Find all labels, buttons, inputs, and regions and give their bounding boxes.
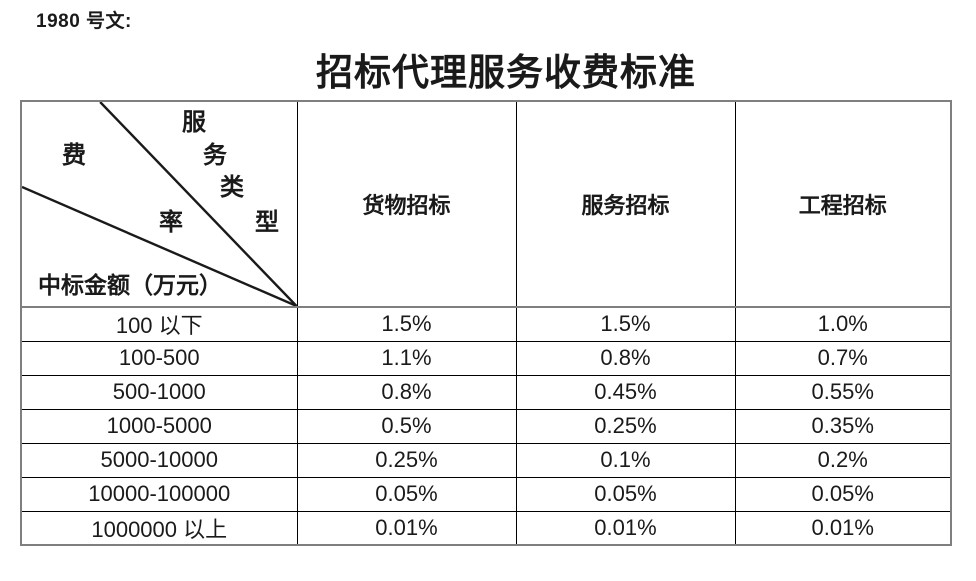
service-type-char: 服 bbox=[182, 110, 206, 136]
col-header-engineering: 工程招标 bbox=[734, 100, 952, 308]
page-title: 招标代理服务收费标准 bbox=[316, 53, 696, 94]
fee-cell: 0.55% bbox=[734, 374, 952, 410]
row-label-cell: 5000-10000 bbox=[20, 442, 298, 478]
fee-cell: 0.05% bbox=[296, 476, 517, 512]
table-row: 1000000 以上 0.01% 0.01% 0.01% bbox=[20, 510, 952, 546]
row-label-cell: 10000-100000 bbox=[20, 476, 298, 512]
fee-cell: 0.01% bbox=[734, 510, 952, 546]
diagonal-header-cell: 服 务 类 型 费 率 中标金额（万元） bbox=[20, 100, 298, 308]
fee-cell: 1.5% bbox=[296, 306, 517, 342]
service-type-char: 类 bbox=[220, 175, 244, 201]
col-header-service: 服务招标 bbox=[515, 100, 736, 308]
fee-cell: 1.0% bbox=[734, 306, 952, 342]
fee-cell: 0.8% bbox=[515, 340, 736, 376]
fee-cell: 0.35% bbox=[734, 408, 952, 444]
row-label-cell: 500-1000 bbox=[20, 374, 298, 410]
fee-table: 服 务 类 型 费 率 中标金额（万元） 货物招标 服务招标 工程招标 100 … bbox=[20, 100, 952, 546]
fee-cell: 0.45% bbox=[515, 374, 736, 410]
amount-axis-label: 中标金额（万元） bbox=[38, 273, 222, 298]
table-header-row: 服 务 类 型 费 率 中标金额（万元） 货物招标 服务招标 工程招标 bbox=[20, 100, 952, 308]
fee-cell: 1.1% bbox=[296, 340, 517, 376]
rate-char: 率 bbox=[159, 210, 183, 236]
rate-char: 费 bbox=[62, 143, 86, 169]
service-type-char: 务 bbox=[203, 143, 227, 169]
fee-cell: 0.1% bbox=[515, 442, 736, 478]
fee-cell: 0.7% bbox=[734, 340, 952, 376]
row-label-cell: 100 以下 bbox=[20, 306, 298, 342]
fee-cell: 0.8% bbox=[296, 374, 517, 410]
row-label-cell: 1000-5000 bbox=[20, 408, 298, 444]
fee-cell: 0.05% bbox=[515, 476, 736, 512]
row-label-cell: 100-500 bbox=[20, 340, 298, 376]
fee-cell: 1.5% bbox=[515, 306, 736, 342]
table-row: 100-500 1.1% 0.8% 0.7% bbox=[20, 340, 952, 376]
doc-ref: 1980 号文: bbox=[36, 11, 132, 32]
row-label-cell: 1000000 以上 bbox=[20, 510, 298, 546]
diagonal-line-lower bbox=[22, 185, 297, 306]
fee-cell: 0.01% bbox=[296, 510, 517, 546]
table-row: 100 以下 1.5% 1.5% 1.0% bbox=[20, 306, 952, 342]
service-type-char: 型 bbox=[255, 210, 279, 236]
diagonal-line-upper bbox=[99, 102, 297, 306]
table-row: 1000-5000 0.5% 0.25% 0.35% bbox=[20, 408, 952, 444]
fee-cell: 0.25% bbox=[296, 442, 517, 478]
fee-cell: 0.05% bbox=[734, 476, 952, 512]
fee-cell: 0.25% bbox=[515, 408, 736, 444]
fee-cell: 0.2% bbox=[734, 442, 952, 478]
table-row: 10000-100000 0.05% 0.05% 0.05% bbox=[20, 476, 952, 512]
table-row: 5000-10000 0.25% 0.1% 0.2% bbox=[20, 442, 952, 478]
table-row: 500-1000 0.8% 0.45% 0.55% bbox=[20, 374, 952, 410]
col-header-goods: 货物招标 bbox=[296, 100, 517, 308]
diagonal-lines bbox=[22, 102, 297, 306]
fee-cell: 0.01% bbox=[515, 510, 736, 546]
fee-cell: 0.5% bbox=[296, 408, 517, 444]
